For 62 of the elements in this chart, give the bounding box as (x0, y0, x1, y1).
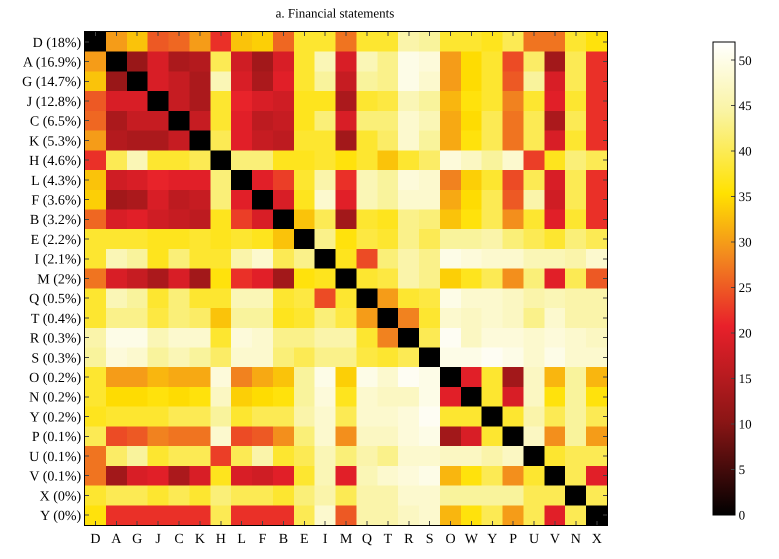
x-tick-label: N (570, 532, 581, 547)
x-tick-label: B (278, 532, 288, 547)
x-tick-label: W (464, 532, 479, 547)
color-bar-label: 0 (738, 508, 746, 523)
x-tick-label: P (509, 532, 518, 547)
x-tick-label: C (174, 532, 184, 547)
y-tick-label: E (2.2%) (30, 232, 82, 248)
x-tick-label: I (322, 532, 328, 547)
x-tick-label: A (111, 532, 122, 547)
x-tick-label: Q (362, 532, 372, 547)
x-tick-label: V (550, 532, 560, 547)
y-tick-label: Y (0.2%) (30, 410, 82, 426)
y-tick-label: H (4.6%) (29, 154, 82, 170)
color-bar-label: 15 (738, 371, 752, 386)
y-tick-label: X (0%) (40, 489, 82, 504)
y-tick-label: S (0.3%) (31, 351, 82, 366)
color-bar-label: 5 (738, 462, 746, 478)
x-tick-label: R (404, 532, 414, 547)
x-tick-label: O (445, 532, 456, 547)
y-tick-label: B (3.2%) (30, 213, 82, 228)
color-bar-label: 35 (738, 189, 752, 204)
x-tick-label: F (258, 532, 267, 547)
y-tick-label: A (16.9%) (22, 55, 82, 70)
y-tick-label: I (2.1%) (34, 252, 82, 268)
x-tick-label: Y (487, 532, 498, 547)
x-tick-label: U (529, 532, 540, 547)
color-bar-label: 45 (738, 98, 752, 114)
color-bar-label: 50 (738, 52, 752, 68)
y-tick-label: P (0.1%) (32, 430, 82, 446)
x-tick-label: L (237, 532, 246, 547)
y-tick-label: M (2%) (37, 272, 82, 288)
y-tick-label: L (4.3%) (31, 174, 82, 189)
color-bar-label: 30 (738, 234, 752, 250)
chart-title: a. Financial statements (276, 5, 394, 20)
y-tick-label: C (6.5%) (30, 114, 82, 130)
x-tick-label: T (384, 532, 393, 547)
y-tick-label: V (0.1%) (29, 470, 82, 485)
color-bar-label: 20 (738, 326, 752, 341)
y-tick-label: Q (0.5%) (29, 292, 82, 308)
y-tick-label: F (3.6%) (31, 194, 82, 209)
y-tick-label: T (0.4%) (30, 312, 82, 327)
y-tick-label: R (0.3%) (30, 332, 82, 347)
y-tick-label: O (0.2%) (29, 371, 82, 386)
color-bar-label: 10 (738, 416, 752, 432)
x-tick-label: K (194, 532, 205, 547)
y-tick-label: Y (0%) (40, 509, 82, 524)
y-tick-label: U (0.1%) (29, 450, 82, 465)
y-tick-label: G (14.7%) (22, 75, 82, 90)
x-tick-label: M (340, 532, 353, 547)
y-tick-label: K (5.3%) (29, 134, 82, 150)
color-bar-label: 40 (738, 144, 752, 159)
x-tick-label: S (426, 532, 434, 547)
x-tick-label: G (132, 532, 142, 547)
x-tick-label: E (300, 532, 309, 547)
x-tick-label: H (216, 532, 226, 547)
x-tick-label: J (155, 532, 162, 547)
x-tick-label: X (592, 532, 602, 547)
y-tick-label: N (0.2%) (29, 390, 82, 406)
color-bar-label: 25 (738, 280, 752, 296)
x-tick-label: D (90, 532, 101, 547)
y-tick-label: J (12.8%) (26, 94, 82, 110)
y-tick-label: D (18%) (32, 36, 82, 51)
